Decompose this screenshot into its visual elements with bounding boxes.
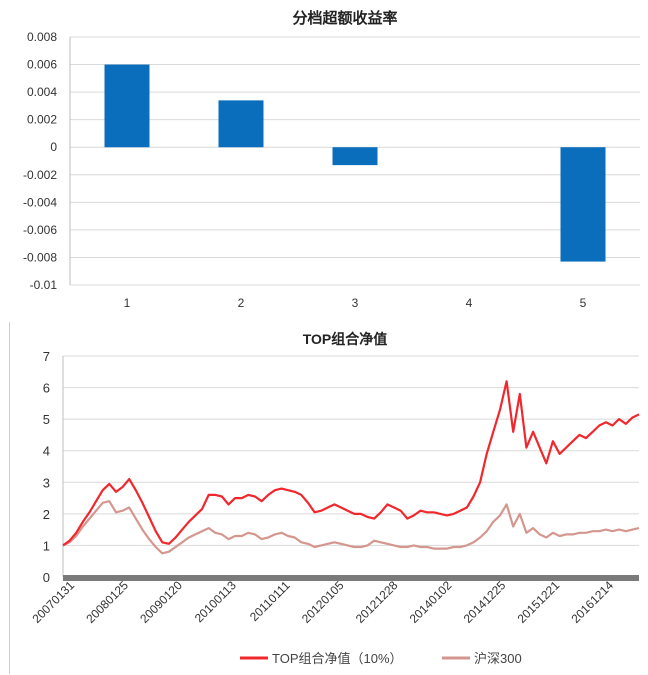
x-tick-label: 3 — [352, 296, 359, 310]
bar — [218, 100, 264, 148]
x-tick-label: 20151221 — [515, 578, 563, 626]
x-tick-label: 20120105 — [299, 578, 347, 626]
y-tick-label: 7 — [43, 349, 50, 364]
x-tick-label: 20080125 — [83, 578, 131, 626]
x-tick-label: 1 — [124, 296, 131, 310]
line-chart-title: TOP组合净值 — [303, 331, 388, 347]
y-tick-label: 0.006 — [27, 58, 57, 72]
legend: TOP组合净值（10%） 沪深300 — [240, 651, 522, 666]
x-tick-label: 20070131 — [29, 578, 77, 626]
x-tick-label: 5 — [580, 296, 587, 310]
series-line-top-portfolio — [62, 380, 640, 547]
x-tick-label: 20090120 — [137, 578, 185, 626]
x-tick-label: 20141225 — [461, 578, 509, 626]
y-tick-label: 0.002 — [27, 113, 57, 127]
excess-return-bar-chart: 分档超额收益率 0.008 0.006 0.004 0.002 0 -0.002 -0.00… — [23, 9, 640, 310]
bar — [560, 147, 606, 262]
y-tick-label: -0.006 — [23, 223, 57, 237]
y-tick-label: 4 — [43, 444, 50, 459]
x-tick-label: 20110111 — [247, 578, 293, 624]
y-tick-label: -0.002 — [23, 168, 57, 182]
x-tick-label: 2 — [238, 296, 245, 310]
y-tick-label: 1 — [43, 538, 50, 553]
y-tick-label: -0.004 — [23, 195, 57, 209]
y-tick-label: 0 — [43, 570, 50, 585]
y-tick-label: -0.01 — [30, 278, 58, 292]
x-tick-label: 20121228 — [353, 578, 401, 626]
y-tick-label: 6 — [43, 381, 50, 396]
y-tick-label: 0.004 — [27, 85, 57, 99]
y-tick-label: 0 — [50, 140, 57, 154]
x-tick-label: 4 — [466, 296, 473, 310]
y-tick-label: 5 — [43, 412, 50, 427]
x-tick-label: 20140102 — [407, 578, 455, 626]
x-tick-label: 20161214 — [568, 578, 616, 626]
x-tick-label: 20100113 — [192, 578, 239, 625]
bar — [104, 64, 150, 148]
y-tick-label: 3 — [43, 475, 50, 490]
x-axis-band — [63, 575, 639, 581]
y-tick-label: -0.008 — [23, 250, 57, 264]
chart-frame-line — [9, 322, 10, 674]
legend-label-top: TOP组合净值（10%） — [272, 651, 403, 666]
series-line-hs300 — [62, 500, 640, 555]
bar-chart-title: 分档超额收益率 — [292, 9, 397, 27]
y-tick-label: 0.008 — [27, 30, 57, 44]
y-tick-label: 2 — [43, 507, 50, 522]
top-portfolio-nav-chart: TOP组合净值 0 1 2 3 4 5 6 7 20070131 20080125 2009012… — [29, 331, 640, 666]
bar — [332, 147, 378, 166]
legend-label-hs300: 沪深300 — [474, 651, 522, 666]
